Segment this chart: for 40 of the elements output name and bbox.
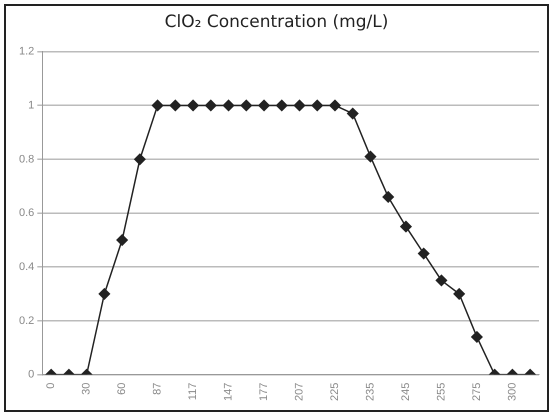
point bbox=[205, 100, 217, 112]
point bbox=[187, 100, 199, 112]
x-tick-label: 300 bbox=[506, 382, 518, 402]
point bbox=[346, 108, 358, 120]
point bbox=[222, 100, 234, 112]
y-tick-label: 0 bbox=[28, 368, 34, 381]
point bbox=[382, 191, 394, 203]
y-tick-label: 0.4 bbox=[18, 260, 34, 273]
x-tick-label: 177 bbox=[258, 382, 270, 402]
x-tick-label: 30 bbox=[80, 382, 93, 395]
point bbox=[152, 100, 164, 112]
point bbox=[170, 100, 182, 112]
point bbox=[400, 220, 412, 232]
point bbox=[116, 234, 128, 246]
x-tick-label: 0 bbox=[45, 382, 58, 389]
point bbox=[329, 100, 341, 112]
x-tick-label: 60 bbox=[116, 382, 128, 395]
x-tick-label: 255 bbox=[435, 382, 448, 402]
point bbox=[312, 100, 324, 112]
x-tick-label: 147 bbox=[222, 382, 235, 402]
x-tick-label: 235 bbox=[364, 382, 377, 402]
x-tick-label: 245 bbox=[400, 382, 412, 402]
x-tick-label: 87 bbox=[152, 382, 164, 395]
y-tick-label: 0.6 bbox=[18, 207, 34, 220]
y-tick-label: 1.2 bbox=[18, 46, 34, 58]
point bbox=[240, 100, 252, 112]
y-tick-label: 0.8 bbox=[18, 153, 34, 166]
chart-title: ClO₂ Concentration (mg/L) bbox=[164, 12, 390, 34]
point bbox=[258, 100, 270, 112]
y-tick-label: 1 bbox=[28, 99, 34, 112]
point bbox=[134, 154, 146, 166]
x-tick-label: 207 bbox=[294, 382, 306, 402]
x-tick-label: 275 bbox=[470, 382, 483, 402]
point bbox=[294, 100, 306, 112]
y-tick-label: 0.2 bbox=[18, 314, 34, 327]
x-tick-label: 225 bbox=[329, 382, 342, 402]
point bbox=[276, 100, 288, 112]
point bbox=[418, 248, 430, 260]
point bbox=[364, 150, 376, 162]
x-tick-label: 117 bbox=[187, 382, 200, 400]
